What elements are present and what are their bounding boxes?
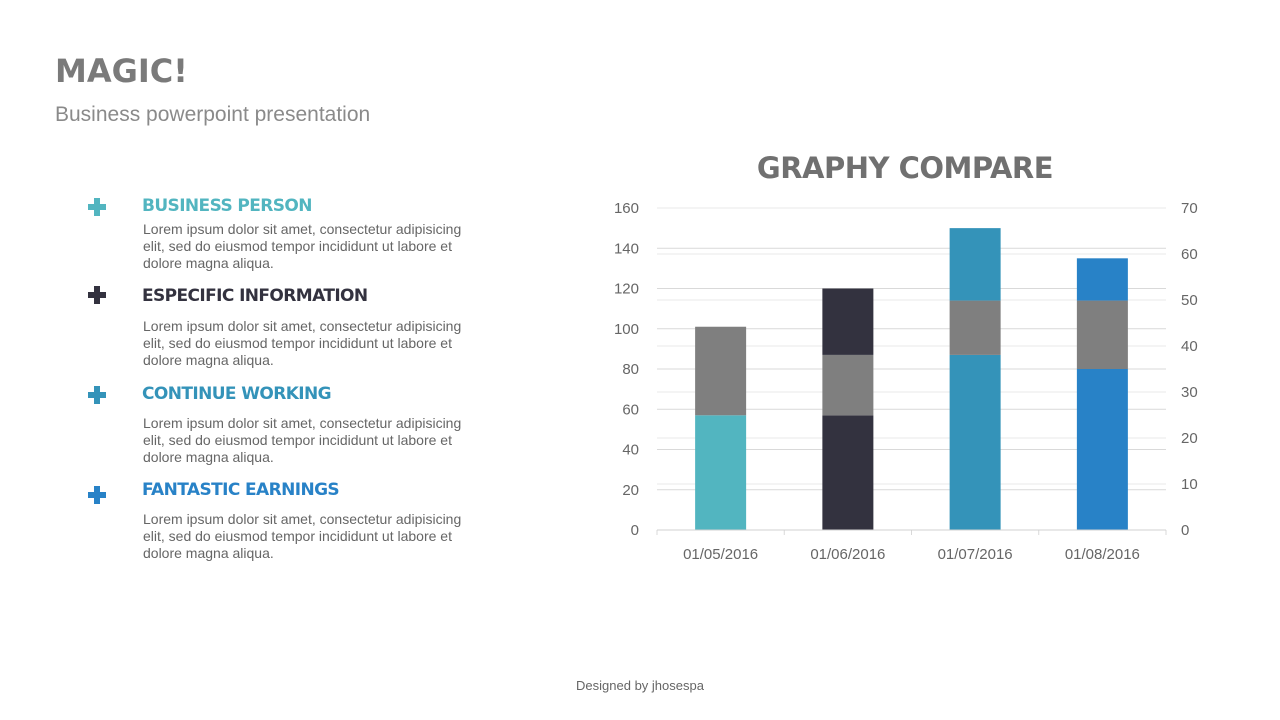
y2-tick-label: 10 [1181,476,1198,493]
y-tick-label: 140 [614,240,639,257]
y-tick-label: 100 [614,321,639,338]
bar-segment [949,300,1001,355]
item-heading: BUSINESS PERSON [142,196,313,216]
y-tick-label: 40 [622,442,639,459]
plus-icon [88,386,106,404]
y2-tick-label: 70 [1181,200,1198,217]
chart: GRAPHY COMPARE 0 20 40 60 80 100 120 140 160 0 10 2… [600,145,1220,575]
item-body: Lorem ipsum dolor sit amet, consectetur … [143,415,462,465]
x-tick-label: 01/06/2016 [810,546,885,563]
y-tick-label: 60 [622,401,639,418]
page-title: MAGIC! [55,52,188,90]
y2-tick-label: 30 [1181,384,1198,401]
item-heading: FANTASTIC EARNINGS [142,480,340,500]
bar-segment [949,354,1001,530]
y-tick-label: 20 [622,482,639,499]
bar-segment [695,326,747,416]
chart-svg: 0 20 40 60 80 100 120 140 160 0 10 20 30 40 50 60 70 01/0… [614,200,1198,563]
item-heading: CONTINUE WORKING [142,384,332,404]
y2-tick-label: 40 [1181,338,1198,355]
y-tick-label: 0 [631,522,639,539]
item-body: Lorem ipsum dolor sit amet, consectetur … [143,318,462,368]
plus-icon [88,198,106,216]
x-tick-label: 01/07/2016 [938,546,1013,563]
bar-segment [1076,258,1128,301]
item-heading: ESPECIFIC INFORMATION [142,286,368,306]
y2-tick-label: 60 [1181,246,1198,263]
bar-segment [949,228,1001,301]
y2-tick-label: 20 [1181,430,1198,447]
x-tick-label: 01/08/2016 [1065,546,1140,563]
y-tick-label: 160 [614,200,639,217]
bar-segment [822,288,874,355]
bar-segment [695,415,747,530]
footer-credit: Designed by jhosespa [576,678,704,693]
bar-segment [822,415,874,530]
bar-segment [822,354,874,416]
y2-tick-label: 50 [1181,292,1198,309]
page-subtitle: Business powerpoint presentation [55,103,371,126]
bar-segment [1076,369,1128,530]
bar-segment [1076,300,1128,369]
chart-title: GRAPHY COMPARE [756,151,1054,185]
item-body: Lorem ipsum dolor sit amet, consectetur … [143,221,462,271]
x-tick-label: 01/05/2016 [683,546,758,563]
item-body: Lorem ipsum dolor sit amet, consectetur … [143,511,462,561]
plus-icon [88,286,106,304]
y-tick-label: 120 [614,281,639,298]
y2-tick-label: 0 [1181,522,1189,539]
y-tick-label: 80 [622,361,639,378]
plus-icon [88,486,106,504]
